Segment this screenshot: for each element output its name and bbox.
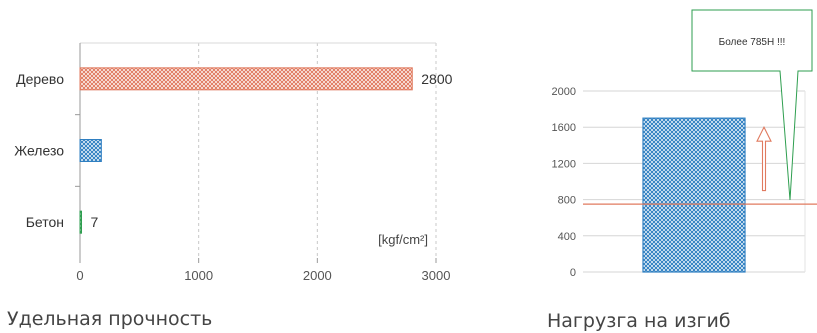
value-label: 7: [91, 214, 99, 230]
bending-load-chart: 0 400 800 1200 1600 2000 Более 785Н !!!: [552, 9, 817, 279]
category-label: Железо: [14, 143, 64, 159]
category-label: Дерево: [16, 71, 64, 87]
load-bar: [642, 117, 746, 273]
x-tick-label: 3000: [422, 268, 451, 283]
value-label: 2800: [421, 71, 452, 87]
y-tick-label: 800: [558, 195, 576, 207]
strength-chart: 0 1000 2000 3000 Дерево 2800 Железо Бетон 7 [kgf/…: [14, 42, 453, 283]
strength-chart-caption: Удельная прочность: [7, 308, 213, 330]
category-label: Бетон: [26, 214, 64, 230]
y-tick-label: 0: [570, 267, 576, 279]
x-tick-label: 0: [76, 268, 83, 283]
y-tick-label: 1600: [552, 122, 576, 134]
y-tick-label: 2000: [552, 86, 576, 98]
unit-label: [kgf/cm²]: [378, 232, 428, 247]
x-tick-label: 1000: [184, 268, 213, 283]
up-arrow: [756, 125, 772, 192]
bar-2: [79, 210, 82, 234]
bending-chart-caption: Нагрузга на изгиб: [547, 310, 731, 332]
y-tick-label: 1200: [552, 158, 576, 170]
bar-1: [79, 139, 102, 162]
callout-box: [691, 9, 813, 201]
y-tick-label: 400: [558, 231, 576, 243]
callout-text: Более 785Н !!!: [719, 37, 786, 48]
x-tick-label: 2000: [303, 268, 332, 283]
bar-0: [79, 67, 413, 91]
